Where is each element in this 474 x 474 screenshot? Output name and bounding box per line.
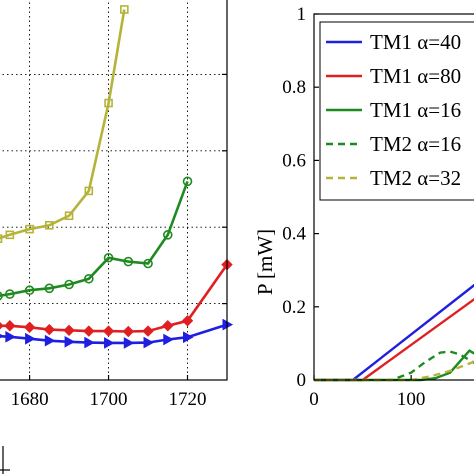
left-plot-frame bbox=[0, 0, 228, 381]
left-series-2-point bbox=[142, 325, 154, 337]
left-series-2-point bbox=[4, 320, 16, 332]
right-y-tick-label: 0.6 bbox=[282, 150, 306, 171]
left-series-3-point bbox=[163, 333, 174, 346]
right-y-tick-label: 0.2 bbox=[282, 297, 306, 318]
left-series-3-point bbox=[5, 330, 16, 343]
left-x-ticks: 1680 1700 1720 bbox=[11, 375, 207, 410]
left-series-1-point bbox=[123, 256, 134, 267]
left-series-0-point bbox=[104, 98, 113, 108]
left-series-0-point bbox=[25, 224, 34, 234]
legend: TM1 α=40 TM1 α=80 TM1 α=16 TM2 α=16 TM2 α=32 bbox=[319, 21, 474, 201]
left-series-2-point bbox=[102, 325, 115, 337]
left-series-1-point bbox=[84, 273, 94, 284]
left-series-3-point bbox=[104, 337, 115, 349]
left-series-1-point bbox=[5, 289, 15, 299]
right-y-tick-label: 1 bbox=[297, 4, 307, 25]
left-series-2-point bbox=[23, 321, 36, 333]
left-series-0-point bbox=[120, 5, 129, 14]
right-y-tick-label: 0.4 bbox=[282, 224, 306, 245]
left-series-1-line bbox=[0, 180, 189, 297]
left-series-1-point bbox=[182, 176, 193, 187]
left-series-0-point bbox=[84, 186, 94, 196]
left-series-3-point bbox=[0, 333, 5, 339]
bottom-axis-fragments bbox=[0, 446, 10, 474]
left-series-2-point bbox=[0, 322, 4, 330]
left-series-3-point bbox=[44, 334, 56, 347]
left-series-1-point bbox=[44, 283, 55, 294]
left-series-1-point bbox=[0, 291, 3, 301]
left-series-3-point bbox=[84, 336, 95, 349]
left-series-3-point bbox=[183, 331, 194, 344]
right-y-tick-label: 0.8 bbox=[282, 77, 306, 98]
left-series-1-point bbox=[24, 285, 35, 296]
right-y-axis-label: P [mW] bbox=[253, 229, 277, 295]
left-series-3-point bbox=[25, 332, 36, 345]
left-series-2-point bbox=[122, 325, 135, 338]
left-series-0-point bbox=[0, 234, 3, 243]
left-series-markers bbox=[0, 5, 234, 349]
right-series-4-line bbox=[314, 360, 474, 382]
left-series-1-point bbox=[143, 258, 153, 269]
legend-label-0: TM1 α=40 bbox=[370, 30, 461, 54]
left-series-3-point bbox=[143, 336, 155, 349]
left-series-0-point bbox=[64, 211, 74, 221]
right-plot-frame bbox=[313, 13, 474, 381]
left-x-tick-label: 1700 bbox=[90, 389, 128, 410]
left-x-tick-label: 1680 bbox=[11, 389, 49, 410]
right-x-tick-label: 100 bbox=[397, 389, 426, 410]
legend-label-2: TM1 α=16 bbox=[370, 98, 461, 122]
right-series-3-line bbox=[314, 350, 474, 382]
left-series-2-point bbox=[181, 315, 194, 327]
left-series-0-point bbox=[45, 220, 54, 230]
legend-label-4: TM2 α=32 bbox=[370, 166, 461, 190]
left-series-3-point bbox=[123, 337, 135, 349]
left-series-3-point bbox=[64, 335, 76, 348]
left-series-2-point bbox=[162, 320, 174, 332]
left-series-1-point bbox=[162, 230, 173, 240]
legend-label-1: TM1 α=80 bbox=[370, 64, 461, 88]
left-panel: 1680 1700 1720 bbox=[0, 0, 234, 410]
left-series-2-point bbox=[63, 324, 75, 337]
right-y-tick-label: 0 bbox=[297, 370, 307, 391]
left-series-0-point bbox=[5, 230, 15, 240]
left-series-2-point bbox=[83, 325, 95, 337]
right-x-tick-label: 0 bbox=[309, 389, 319, 410]
right-x-ticks: 0 100 bbox=[309, 375, 425, 410]
right-y-ticks: 0 0.2 0.4 0.6 0.8 1 bbox=[282, 4, 319, 391]
legend-label-3: TM2 α=16 bbox=[370, 132, 461, 156]
left-series-1-point bbox=[103, 252, 114, 263]
left-x-tick-label: 1720 bbox=[169, 389, 207, 410]
left-series-1-point bbox=[64, 279, 74, 290]
left-grid bbox=[0, 0, 227, 380]
left-series-2-point bbox=[43, 323, 56, 336]
legend-items: TM1 α=40 TM1 α=80 TM1 α=16 TM2 α=16 TM2 α=32 bbox=[326, 30, 461, 190]
